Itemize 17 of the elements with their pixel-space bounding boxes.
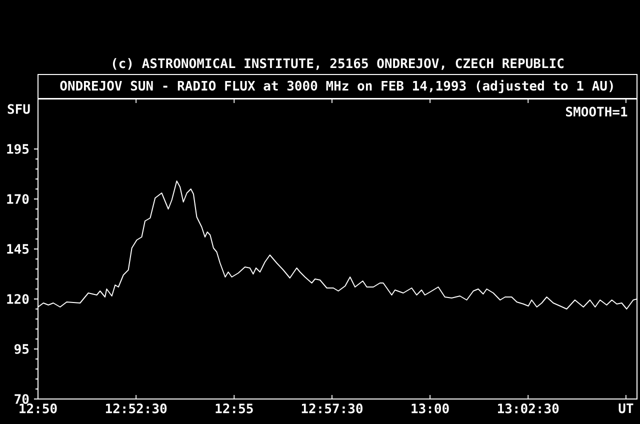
y-tick-label: 95 [14,344,29,354]
y-tick-label: 145 [7,244,29,254]
x-tick-label: 12:57:30 [302,404,362,414]
y-axis-title: SFU [8,104,30,114]
x-tick-label: 12:52:30 [106,404,167,414]
chart-title: ONDREJOV SUN - RADIO FLUX at 3000 MHz on FEB 14,1993 (adjusted to 1 AU) [60,80,613,94]
annotation: SMOOTH=1 [566,106,628,117]
x-tick-label: UT [618,404,634,414]
x-tick-label: 13:02:30 [498,404,559,414]
x-tick-label: 13:00 [412,404,449,414]
x-tick-label: 12:50 [20,404,57,414]
y-tick-label: 120 [7,294,29,304]
y-tick-label: 170 [7,194,29,204]
y-tick-label: 70 [14,394,29,404]
x-tick-label: 12:55 [216,404,253,414]
text: (c) ASTRONOMICAL INSTITUTE, 25165 ONDREJOV, CZECH REPUBLIC [112,58,564,70]
y-tick-label: 195 [7,144,29,154]
